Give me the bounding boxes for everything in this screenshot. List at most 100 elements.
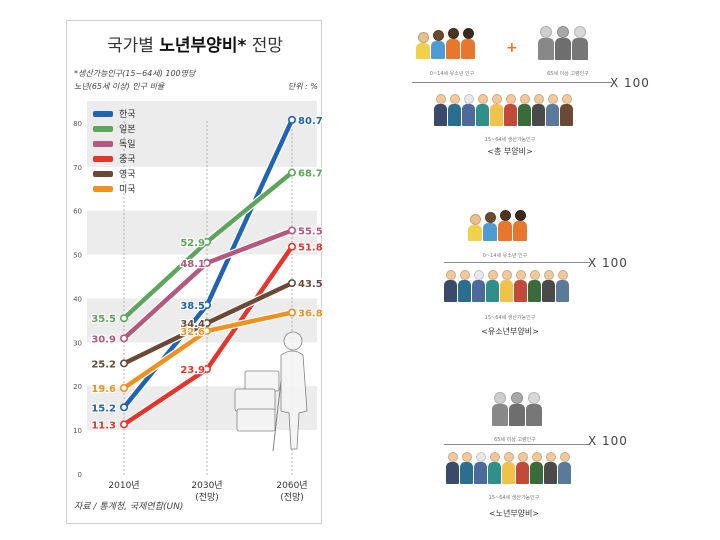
- data-label: 38.5: [180, 301, 205, 312]
- elderly-icon: [492, 392, 508, 426]
- data-label: 11.3: [91, 420, 116, 431]
- legend-swatch: [93, 126, 113, 132]
- data-label: 43.5: [298, 279, 323, 290]
- y-tick-label: 60: [73, 208, 82, 216]
- chart-unit: 단위 : %: [288, 82, 318, 91]
- elderly-group-3: [492, 392, 542, 426]
- total-dependency-diagram: + 0~14세 유소년 인구 65세 이상 고령인구 X 100 15~64세 …: [410, 20, 710, 170]
- data-label: 30.9: [91, 334, 116, 345]
- caption-working: 15~64세 생산가능인구: [488, 495, 540, 501]
- chart-title: 국가별 노년부양비* 전망: [107, 36, 283, 56]
- elderly-person-illustration: [234, 331, 308, 452]
- child-icon: [446, 28, 460, 59]
- working-group-2: [444, 270, 569, 302]
- data-label: 48.1: [180, 259, 205, 270]
- child-icon: [513, 210, 527, 241]
- data-point: [288, 279, 297, 288]
- legend-label: 영국: [119, 169, 136, 180]
- data-point: [288, 226, 297, 235]
- x-tick-label: 2010년: [108, 480, 139, 491]
- elderly-icon: [572, 26, 588, 60]
- child-icon: [468, 214, 482, 241]
- chart-panel: 국가별 노년부양비* 전망 *생산가능인구(15~64세) 100명당 노년(6…: [66, 20, 323, 524]
- old-age-dependency-chart: 국가별 노년부양비* 전망 *생산가능인구(15~64세) 100명당 노년(6…: [73, 36, 323, 512]
- elderly-icon: [538, 26, 554, 60]
- child-icon: [483, 212, 497, 241]
- data-label: 15.2: [91, 403, 116, 414]
- legend-label: 미국: [119, 184, 136, 195]
- fraction-line: [444, 444, 590, 445]
- grid-band: [87, 101, 317, 123]
- y-tick-label: 50: [73, 252, 82, 260]
- x-tick-label: 2030년: [191, 480, 222, 491]
- data-label: 23.9: [180, 365, 205, 376]
- data-label: 55.5: [298, 226, 323, 237]
- data-point: [119, 334, 128, 343]
- working-group-1: [434, 94, 573, 126]
- caption-working: 15~64세 생산가능인구: [484, 315, 536, 321]
- y-tick-label: 10: [73, 427, 82, 435]
- data-label: 51.8: [298, 243, 323, 254]
- caption-children: 0~14세 유소년 인구: [429, 71, 475, 77]
- data-label: 36.8: [298, 309, 323, 320]
- youth-dependency-label: <유소년부양비>: [481, 327, 539, 336]
- chart-source: 자료 / 통계청, 국제연합(UN): [74, 501, 183, 512]
- legend-label: 독일: [119, 139, 136, 150]
- caption-children: 0~14세 유소년 인구: [482, 253, 528, 259]
- child-icon: [431, 30, 445, 59]
- y-tick-label: 70: [73, 164, 82, 172]
- data-point: [119, 383, 128, 392]
- fraction-line: [412, 82, 612, 83]
- caption-elderly: 65세 이상 고령인구: [547, 71, 589, 77]
- data-label: 35.5: [91, 314, 116, 325]
- data-point: [119, 403, 128, 412]
- times-100: X 100: [588, 256, 628, 270]
- total-dependency-label: <총 부양비>: [487, 147, 533, 156]
- data-point: [119, 314, 128, 323]
- legend-swatch: [93, 186, 113, 192]
- y-tick-label: 40: [73, 295, 82, 303]
- y-tick-label: 80: [73, 120, 82, 128]
- child-icon: [461, 28, 475, 59]
- elderly-icon: [526, 392, 542, 426]
- data-point: [288, 115, 297, 124]
- fraction-line: [444, 262, 590, 263]
- data-label: 34.4: [180, 319, 205, 330]
- data-point: [288, 242, 297, 251]
- x-tick-sublabel: (전망): [195, 492, 219, 503]
- data-point: [119, 420, 128, 429]
- children-group-1: [416, 28, 475, 59]
- x-tick-sublabel: (전망): [280, 492, 304, 503]
- legend-swatch: [93, 141, 113, 147]
- data-label: 25.2: [91, 359, 116, 370]
- x-tick-label: 2060년: [276, 480, 307, 491]
- elderly-group-1: [538, 26, 588, 60]
- elderly-icon: [509, 392, 525, 426]
- data-label: 68.7: [298, 169, 323, 180]
- data-point: [203, 365, 212, 374]
- plus-icon: +: [506, 40, 518, 56]
- old-age-dependency-label: <노년부양비>: [488, 509, 540, 518]
- legend-label: 한국: [119, 109, 136, 120]
- caption-working: 15~64세 생산가능인구: [484, 137, 536, 143]
- chart-note-line1: *생산가능인구(15~64세) 100명당: [74, 69, 197, 78]
- data-point: [203, 326, 212, 335]
- working-group-3: [446, 452, 571, 484]
- data-label: 52.9: [180, 238, 205, 249]
- old-age-dependency-diagram: 65세 이상 고령인구 X 100 15~64세 생산가능인구 <노년부양비>: [430, 380, 710, 530]
- y-tick-label: 20: [73, 383, 82, 391]
- chart-note-line2: 노년(65세 이상) 인구 비율: [74, 82, 165, 91]
- legend-swatch: [93, 156, 113, 162]
- data-label: 32.6: [180, 327, 205, 338]
- data-point: [203, 258, 212, 267]
- legend-swatch: [93, 111, 113, 117]
- children-group-2: [468, 210, 527, 241]
- data-point: [203, 319, 212, 328]
- legend-label: 중국: [119, 154, 136, 165]
- child-icon: [416, 32, 430, 59]
- legend-label: 일본: [119, 124, 136, 135]
- child-icon: [498, 210, 512, 241]
- times-100: X 100: [588, 434, 628, 448]
- data-point: [288, 308, 297, 317]
- data-point: [119, 359, 128, 368]
